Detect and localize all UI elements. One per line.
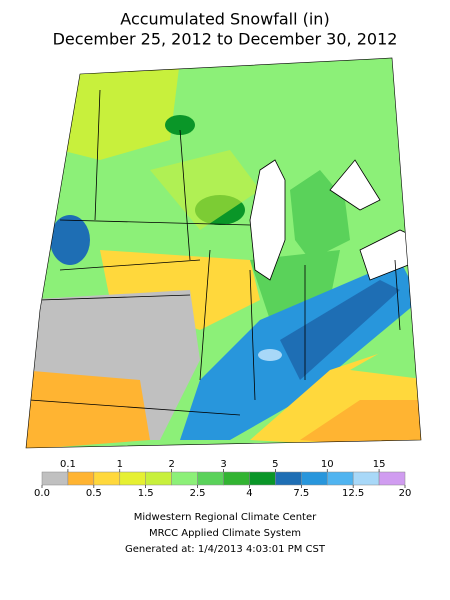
legend-swatch	[41, 471, 69, 486]
legend-swatch	[171, 471, 198, 486]
legend-swatch	[223, 471, 250, 486]
title-line: December 25, 2012 to December 30, 2012	[53, 30, 398, 49]
legend-swatch	[326, 471, 354, 486]
legend-swatch	[301, 471, 328, 486]
legend-swatch	[378, 471, 406, 486]
legend-label: 0.1	[60, 459, 76, 470]
footer-line: Generated at: 1/4/2013 4:03:01 PM CST	[125, 544, 326, 555]
footer-line: Midwestern Regional Climate Center	[134, 512, 317, 523]
legend-label: 0.0	[34, 488, 50, 499]
legend-swatch	[197, 471, 224, 486]
legend-label: 1	[117, 459, 123, 470]
legend-swatch	[352, 471, 380, 486]
legend-label: 3	[220, 459, 226, 470]
legend-swatch	[145, 471, 172, 486]
footer-line: MRCC Applied Climate System	[149, 528, 301, 539]
legend-swatch	[119, 471, 146, 486]
legend-label: 2.5	[190, 488, 206, 499]
legend-swatch	[249, 471, 276, 486]
map-frame	[25, 57, 422, 449]
legend-label: 10	[321, 459, 334, 470]
snowfall-map	[26, 58, 421, 448]
legend-label: 15	[373, 459, 386, 470]
legend-label: 2	[168, 459, 174, 470]
title-line: Accumulated Snowfall (in)	[120, 10, 329, 29]
legend-label: 4	[246, 488, 252, 499]
legend-swatch	[67, 471, 95, 486]
legend-label: 7.5	[293, 488, 309, 499]
legend-label: 1.5	[138, 488, 154, 499]
legend-label: 5	[272, 459, 278, 470]
legend: 0.0 0.1 0.5 1 1.5 2 2.5 3 4 5 7.5 10 12.5 15 20	[34, 459, 411, 499]
legend-label: 0.5	[86, 488, 102, 499]
legend-label: 12.5	[342, 488, 364, 499]
legend-swatch	[93, 471, 121, 486]
legend-swatch	[275, 471, 302, 486]
legend-label: 20	[399, 488, 412, 499]
